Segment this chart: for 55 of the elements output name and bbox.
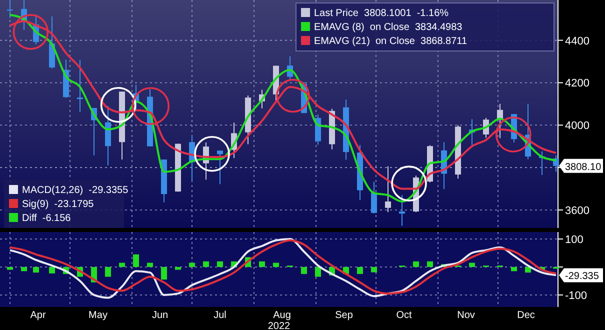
- y-tick-label: 3600: [565, 204, 590, 217]
- y-tick-label: 4400: [565, 35, 590, 48]
- y-tick-label: 4200: [565, 78, 590, 90]
- annotation: -29.335: [565, 271, 600, 282]
- x-tick-label: Apr: [30, 310, 46, 321]
- bar: [21, 266, 27, 272]
- x-tick-label: Jun: [152, 310, 168, 321]
- candlestick: [217, 150, 223, 185]
- legend-label: MACD(12,26) -29.3355: [22, 185, 129, 196]
- bar: [301, 266, 307, 274]
- legend-label: Sig(9) -23.1795: [22, 199, 94, 210]
- bar: [119, 262, 125, 267]
- bar: [259, 261, 265, 267]
- bar: [105, 266, 111, 277]
- y-tick-label: 4000: [565, 120, 590, 132]
- x-tick-label: Oct: [396, 310, 412, 321]
- bar: [133, 254, 139, 267]
- legend-label: EMAVG (21) on Close 3868.8711: [314, 36, 468, 47]
- bar: [357, 266, 363, 274]
- candlestick: [371, 181, 377, 214]
- bar: [315, 266, 321, 277]
- bar: [469, 262, 475, 267]
- x-tick-label: Nov: [457, 310, 475, 321]
- bar: [511, 266, 517, 272]
- candlestick: [77, 60, 83, 112]
- bar: [7, 266, 13, 270]
- candlestick: [7, 0, 13, 18]
- bar: [49, 266, 55, 274]
- candlestick: [105, 106, 111, 166]
- legend-label: EMAVG (8) on Close 3834.4983: [314, 22, 463, 33]
- bar: [33, 266, 39, 273]
- bar: [203, 261, 209, 267]
- bar: [371, 266, 377, 272]
- legend-label: Last Price 3808.1001 -1.16%: [314, 8, 449, 19]
- x-tick-label: Sep: [335, 310, 354, 321]
- y-tick-label: 100: [565, 234, 584, 246]
- x-tick-label: Jul: [214, 310, 226, 321]
- annotation: 3808.10: [565, 162, 602, 173]
- bar: [427, 261, 433, 267]
- candlestick: [399, 194, 405, 226]
- bar: [147, 262, 153, 267]
- candlestick: [385, 166, 391, 213]
- y-tick-label: -100: [565, 290, 588, 302]
- bar: [273, 262, 279, 267]
- bar: [175, 266, 181, 270]
- legend-label: Diff -6.156: [22, 213, 72, 224]
- x-axis-title: 2022: [268, 321, 291, 330]
- x-tick-label: May: [88, 310, 108, 321]
- bar: [217, 261, 223, 267]
- bar: [189, 262, 195, 267]
- bar: [161, 266, 167, 280]
- bar: [413, 261, 419, 267]
- x-tick-label: Dec: [517, 310, 535, 321]
- x-tick-label: Aug: [273, 310, 291, 321]
- bar: [525, 266, 531, 273]
